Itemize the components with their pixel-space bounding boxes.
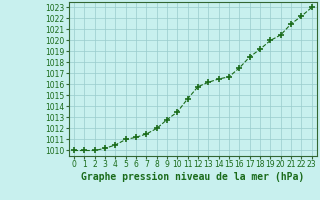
X-axis label: Graphe pression niveau de la mer (hPa): Graphe pression niveau de la mer (hPa): [81, 172, 304, 182]
